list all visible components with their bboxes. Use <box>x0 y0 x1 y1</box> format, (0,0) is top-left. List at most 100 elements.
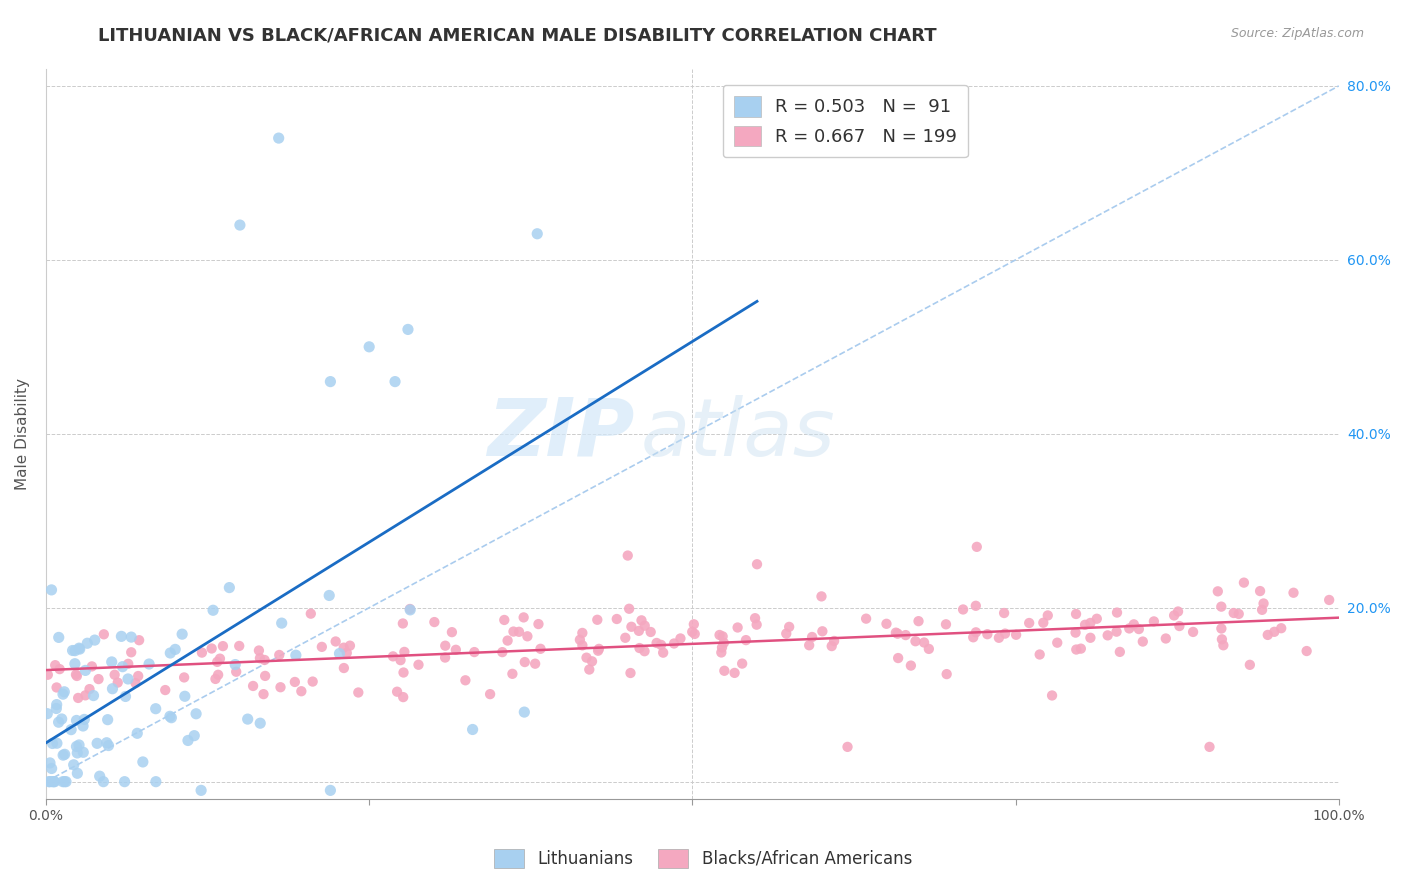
Point <box>662 636 685 650</box>
Point <box>683 627 706 641</box>
Point <box>38 774 60 789</box>
Point <box>588 641 610 656</box>
Point <box>60 723 83 737</box>
Point <box>516 629 538 643</box>
Point <box>1064 625 1087 640</box>
Point <box>284 675 307 690</box>
Point <box>145 774 167 789</box>
Point <box>1085 612 1108 626</box>
Point <box>408 657 430 672</box>
Point <box>96 736 118 750</box>
Point <box>67 738 90 752</box>
Point <box>252 687 274 701</box>
Point <box>454 673 477 688</box>
Point <box>339 639 361 653</box>
Point <box>208 651 231 665</box>
Point <box>887 651 910 665</box>
Point <box>333 661 356 675</box>
Point <box>799 638 821 652</box>
Point <box>97 739 120 753</box>
Point <box>41 774 63 789</box>
Point <box>463 645 485 659</box>
Point <box>128 633 150 648</box>
Point <box>1032 615 1054 630</box>
Point <box>731 657 754 671</box>
Point <box>1064 607 1087 621</box>
Point <box>247 643 270 657</box>
Point <box>1046 636 1069 650</box>
Point <box>434 650 457 665</box>
Point <box>75 664 97 678</box>
Point <box>183 729 205 743</box>
Point <box>45 681 67 695</box>
Point <box>918 641 941 656</box>
Point <box>713 664 735 678</box>
Point <box>52 687 75 701</box>
Point <box>63 643 86 657</box>
Point <box>1253 597 1275 611</box>
Point <box>1270 621 1292 635</box>
Point <box>65 714 87 728</box>
Point <box>249 651 271 665</box>
Point <box>650 638 672 652</box>
Point <box>494 613 516 627</box>
Point <box>138 657 160 671</box>
Point <box>48 662 70 676</box>
Point <box>744 611 766 625</box>
Point <box>72 719 94 733</box>
Point <box>66 766 89 780</box>
Point <box>202 603 225 617</box>
Point <box>578 663 600 677</box>
Point <box>132 755 155 769</box>
Point <box>682 617 704 632</box>
Point <box>810 590 832 604</box>
Point <box>1257 628 1279 642</box>
Point <box>392 665 415 680</box>
Point <box>711 640 734 655</box>
Point <box>993 606 1015 620</box>
Point <box>225 665 247 679</box>
Point <box>837 739 859 754</box>
Point <box>396 322 419 336</box>
Point <box>97 713 120 727</box>
Point <box>284 648 307 663</box>
Point <box>1143 615 1166 629</box>
Point <box>73 713 96 727</box>
Point <box>55 774 77 789</box>
Legend: R = 0.503   N =  91, R = 0.667   N = 199: R = 0.503 N = 91, R = 0.667 N = 199 <box>723 85 967 157</box>
Point <box>254 669 277 683</box>
Point <box>669 632 692 646</box>
Point <box>614 631 637 645</box>
Point <box>513 705 536 719</box>
Point <box>586 613 609 627</box>
Point <box>1070 641 1092 656</box>
Point <box>821 639 844 653</box>
Point <box>201 641 224 656</box>
Point <box>907 614 929 628</box>
Point <box>382 649 405 664</box>
Point <box>581 654 603 668</box>
Point <box>229 218 252 232</box>
Point <box>67 641 90 656</box>
Point <box>1222 606 1244 620</box>
Text: ZIP: ZIP <box>486 395 634 473</box>
Text: atlas: atlas <box>641 395 835 473</box>
Point <box>855 612 877 626</box>
Point <box>1295 644 1317 658</box>
Point <box>207 667 229 681</box>
Point <box>328 647 350 661</box>
Point <box>319 783 342 797</box>
Point <box>62 643 84 657</box>
Point <box>524 657 547 671</box>
Point <box>100 655 122 669</box>
Point <box>184 706 207 721</box>
Point <box>62 757 84 772</box>
Point <box>1168 619 1191 633</box>
Point <box>318 589 340 603</box>
Point <box>423 615 446 629</box>
Point <box>645 636 668 650</box>
Point <box>1227 607 1250 621</box>
Point <box>987 631 1010 645</box>
Point <box>67 690 90 705</box>
Point <box>165 642 187 657</box>
